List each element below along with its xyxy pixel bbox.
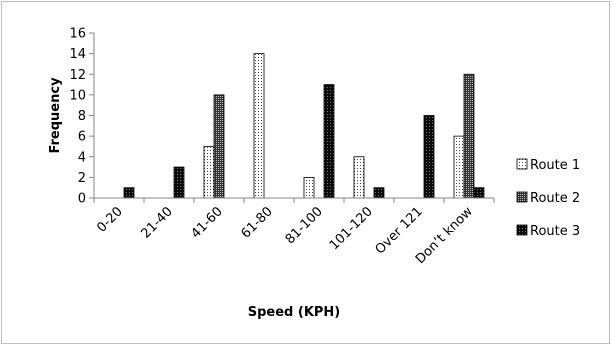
legend-swatch-route-2 (516, 191, 528, 203)
y-axis-title: Frequency (48, 77, 63, 154)
x-tick-label: 61-80 (239, 204, 276, 241)
x-axis-title: Speed (KPH) (248, 305, 341, 320)
bar-route-3-4 (323, 84, 335, 199)
y-tick-label: 4 (78, 150, 86, 165)
bar-route-1-5 (353, 156, 365, 199)
legend-label-route-3: Route 3 (530, 224, 580, 239)
bar-route-3-0 (123, 187, 135, 199)
x-tick-label: 81-100 (283, 204, 326, 247)
legend-label-route-2: Route 2 (530, 191, 580, 206)
bar-route-3-5 (373, 187, 385, 199)
x-tick-label: 21-40 (139, 204, 176, 241)
bar-route-1-2 (203, 146, 215, 199)
axes (93, 33, 495, 203)
y-axis-title-group: Frequency (48, 77, 63, 154)
bar-route-1-4 (303, 176, 315, 199)
bar-route-3-6 (423, 115, 435, 199)
y-tick-label: 2 (78, 171, 86, 186)
y-tick-label: 14 (69, 47, 86, 62)
x-tick-label: 101-120 (327, 204, 376, 253)
x-tick-label: 0-20 (94, 204, 125, 235)
legend-swatch-route-3 (516, 224, 528, 236)
y-tick-label: 10 (69, 88, 86, 103)
y-tick-label: 12 (69, 68, 86, 83)
bar-route-2-7 (463, 73, 475, 199)
y-tick-label: 8 (78, 109, 86, 124)
y-axis-ticks: 0 2 4 6 8 10 12 14 16 (69, 27, 94, 207)
y-tick-label: 6 (78, 130, 86, 145)
bar-route-1-3 (253, 53, 265, 199)
legend: Route 1 Route 2 Route 3 (516, 158, 580, 239)
y-tick-label: 0 (78, 192, 86, 207)
legend-label-route-1: Route 1 (530, 158, 580, 173)
bar-route-1-7 (453, 135, 465, 199)
bar-route-2-2 (213, 94, 225, 199)
bars (123, 53, 485, 199)
bar-route-3-7 (473, 187, 485, 199)
x-tick-label: Over 121 (373, 204, 426, 257)
x-tick-label: 41-60 (189, 204, 226, 241)
y-tick-label: 16 (69, 27, 86, 42)
legend-swatch-route-1 (516, 158, 528, 170)
bar-route-3-1 (173, 166, 185, 199)
